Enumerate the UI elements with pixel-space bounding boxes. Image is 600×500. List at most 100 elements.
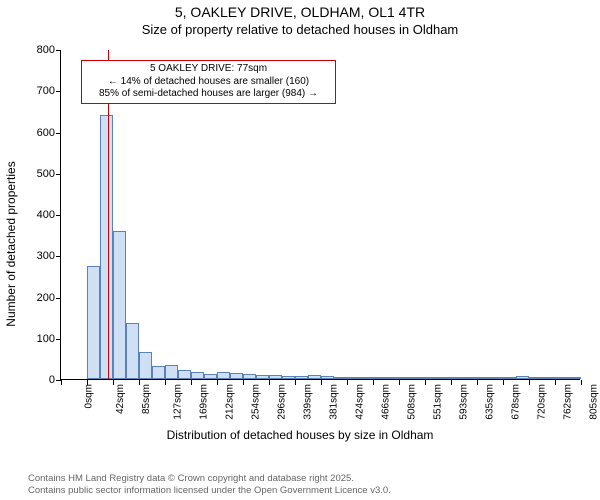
x-tick-label: 0sqm: [83, 384, 94, 408]
footer-line1: Contains HM Land Registry data © Crown c…: [28, 473, 391, 484]
histogram-bar: [425, 377, 438, 379]
histogram-bar: [490, 377, 503, 379]
annotation-line1: 5 OAKLEY DRIVE: 77sqm: [88, 63, 329, 76]
annotation-box: 5 OAKLEY DRIVE: 77sqm← 14% of detached h…: [81, 60, 336, 104]
histogram-bar: [516, 376, 529, 379]
histogram-bar: [204, 374, 217, 379]
histogram-bar: [113, 231, 126, 380]
x-tick-mark: [243, 380, 244, 385]
chart-title-block: 5, OAKLEY DRIVE, OLDHAM, OL1 4TR Size of…: [0, 0, 600, 38]
x-tick-mark: [321, 380, 322, 385]
y-tick-label: 800: [21, 44, 55, 56]
y-tick-label: 600: [21, 127, 55, 139]
histogram-bar: [126, 323, 139, 379]
y-tick-label: 400: [21, 209, 55, 221]
x-tick-label: 127sqm: [173, 384, 184, 420]
histogram-bar: [555, 377, 568, 379]
footer-line2: Contains public sector information licen…: [28, 485, 391, 496]
y-tick-label: 0: [21, 374, 55, 386]
y-tick-mark: [56, 50, 61, 51]
histogram-bar: [568, 377, 581, 379]
histogram-bar: [87, 266, 100, 379]
histogram-bar: [334, 377, 347, 379]
y-tick-label: 700: [21, 85, 55, 97]
x-tick-mark: [217, 380, 218, 385]
histogram-bar: [360, 377, 373, 379]
x-tick-mark: [191, 380, 192, 385]
x-tick-mark: [451, 380, 452, 385]
x-tick-mark: [529, 380, 530, 385]
x-tick-mark: [347, 380, 348, 385]
x-tick-label: 169sqm: [199, 384, 210, 420]
x-tick-label: 254sqm: [251, 384, 262, 420]
y-tick-mark: [56, 133, 61, 134]
histogram-bar: [295, 376, 308, 379]
x-tick-label: 339sqm: [303, 384, 314, 420]
histogram-bar: [386, 377, 399, 379]
plot-area: 01002003004005006007008000sqm42sqm85sqm1…: [60, 50, 580, 380]
x-tick-mark: [503, 380, 504, 385]
y-tick-mark: [56, 256, 61, 257]
histogram-bar: [464, 377, 477, 379]
attribution-footer: Contains HM Land Registry data © Crown c…: [28, 473, 391, 496]
x-tick-label: 466sqm: [381, 384, 392, 420]
y-tick-label: 200: [21, 292, 55, 304]
x-tick-label: 296sqm: [277, 384, 288, 420]
y-tick-label: 500: [21, 168, 55, 180]
annotation-line3: 85% of semi-detached houses are larger (…: [88, 88, 329, 101]
histogram-bar: [438, 377, 451, 379]
histogram-bar: [178, 370, 191, 379]
histogram-bar: [230, 373, 243, 379]
x-tick-mark: [61, 380, 62, 385]
histogram-bar: [542, 377, 555, 379]
histogram-bar: [321, 376, 334, 379]
annotation-line2: ← 14% of detached houses are smaller (16…: [88, 76, 329, 89]
x-tick-label: 805sqm: [589, 384, 600, 420]
histogram-bar: [269, 375, 282, 379]
histogram-bar: [243, 374, 256, 379]
title-line2: Size of property relative to detached ho…: [0, 22, 600, 38]
histogram-bar: [152, 366, 165, 379]
y-axis-label: Number of detached properties: [4, 161, 18, 326]
x-tick-mark: [555, 380, 556, 385]
x-tick-mark: [399, 380, 400, 385]
x-axis-label: Distribution of detached houses by size …: [0, 428, 600, 442]
histogram-bar: [451, 377, 464, 379]
x-tick-label: 508sqm: [407, 384, 418, 420]
histogram-bar: [529, 377, 542, 379]
x-tick-mark: [425, 380, 426, 385]
histogram-bar: [503, 377, 516, 379]
histogram-bar: [100, 115, 113, 379]
histogram-bar: [347, 377, 360, 379]
x-tick-label: 85sqm: [141, 384, 152, 414]
y-tick-label: 100: [21, 333, 55, 345]
x-tick-mark: [581, 380, 582, 385]
x-tick-mark: [113, 380, 114, 385]
y-tick-mark: [56, 174, 61, 175]
x-tick-label: 635sqm: [485, 384, 496, 420]
x-tick-mark: [295, 380, 296, 385]
histogram-bar: [256, 375, 269, 379]
x-tick-label: 678sqm: [511, 384, 522, 420]
y-tick-mark: [56, 91, 61, 92]
x-tick-mark: [165, 380, 166, 385]
chart-container: Number of detached properties 0100200300…: [0, 44, 600, 444]
histogram-bar: [217, 372, 230, 379]
x-tick-label: 381sqm: [329, 384, 340, 420]
x-tick-mark: [477, 380, 478, 385]
histogram-bar: [399, 377, 412, 379]
histogram-bar: [477, 377, 490, 379]
y-tick-label: 300: [21, 250, 55, 262]
x-tick-mark: [269, 380, 270, 385]
x-tick-label: 762sqm: [563, 384, 574, 420]
histogram-bar: [191, 372, 204, 379]
histogram-bar: [373, 377, 386, 379]
title-line1: 5, OAKLEY DRIVE, OLDHAM, OL1 4TR: [0, 4, 600, 22]
histogram-bar: [139, 352, 152, 379]
x-tick-label: 424sqm: [355, 384, 366, 420]
y-tick-mark: [56, 339, 61, 340]
x-tick-mark: [373, 380, 374, 385]
histogram-bar: [412, 377, 425, 379]
x-tick-mark: [139, 380, 140, 385]
x-tick-label: 551sqm: [433, 384, 444, 420]
